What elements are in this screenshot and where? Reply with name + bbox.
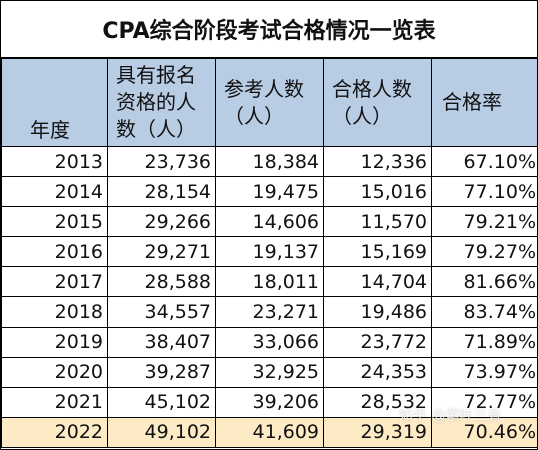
cell-takers: 19,137	[215, 236, 324, 268]
data-table: 年度 具有报名 资格的人 数（人） 参考人数 （人） 合格人数 （人） 合格率	[1, 58, 538, 448]
table-row: 2016 29,271 19,137 15,169 79.27%	[1, 236, 538, 268]
header-passed: 合格人数 （人）	[323, 58, 432, 147]
cell-eligible: 28,154	[107, 176, 216, 208]
cell-eligible: 38,407	[107, 326, 216, 358]
table-row: 2021 45,102 39,206 28,532 72.77%	[1, 386, 538, 418]
cell-eligible: 29,266	[107, 206, 216, 238]
cell-eligible: 28,588	[107, 266, 216, 298]
cell-rate: 67.10%	[431, 145, 538, 178]
cell-eligible: 34,557	[107, 296, 216, 328]
cell-passed: 19,486	[323, 296, 432, 328]
cell-takers: 18,384	[215, 145, 324, 178]
table-title: CPA综合阶段考试合格情况一览表	[1, 1, 537, 58]
header-passed-line2: （人）	[332, 103, 392, 128]
table-row: 2017 28,588 18,011 14,704 81.66%	[1, 266, 538, 298]
cell-year: 2022	[1, 416, 108, 448]
header-year: 年度	[1, 58, 108, 147]
table-row: 2014 28,154 19,475 15,016 77.10%	[1, 176, 538, 208]
header-takers-line2: （人）	[224, 103, 284, 128]
cell-passed: 11,570	[323, 206, 432, 238]
cell-takers: 23,271	[215, 296, 324, 328]
cell-year: 2021	[1, 386, 108, 418]
cell-eligible: 49,102	[107, 416, 216, 448]
cell-rate: 79.27%	[431, 236, 538, 268]
cell-passed: 15,169	[323, 236, 432, 268]
cell-rate: 83.74%	[431, 296, 538, 328]
cell-eligible: 29,271	[107, 236, 216, 268]
cell-passed: 29,319	[323, 416, 432, 448]
cell-rate: 79.21%	[431, 206, 538, 238]
header-eligible-line1: 具有报名	[116, 63, 196, 87]
watermark: 知乎 @紫叶三省	[399, 408, 502, 424]
cell-takers: 18,011	[215, 266, 324, 298]
table-row: 2019 38,407 33,066 23,772 71.89%	[1, 326, 538, 358]
cell-rate: 70.46%	[431, 416, 538, 448]
cell-takers: 19,475	[215, 176, 324, 208]
cell-takers: 39,206	[215, 386, 324, 418]
table-row: 2018 34,557 23,271 19,486 83.74%	[1, 296, 538, 328]
cell-rate: 72.77%	[431, 386, 538, 418]
cell-year: 2016	[1, 236, 108, 268]
cell-rate: 73.97%	[431, 356, 538, 388]
cell-takers: 14,606	[215, 206, 324, 238]
cell-rate: 77.10%	[431, 176, 538, 208]
header-takers: 参考人数 （人）	[215, 58, 324, 147]
cell-takers: 41,609	[215, 416, 324, 448]
cell-passed: 12,336	[323, 145, 432, 178]
cell-year: 2019	[1, 326, 108, 358]
header-passed-line1: 合格人数	[332, 76, 412, 101]
table-row: 2020 39,287 32,925 24,353 73.97%	[1, 356, 538, 388]
cell-eligible: 45,102	[107, 386, 216, 418]
table-row: 2015 29,266 14,606 11,570 79.21%	[1, 206, 538, 238]
header-eligible: 具有报名 资格的人 数（人）	[107, 58, 216, 147]
header-row: 年度 具有报名 资格的人 数（人） 参考人数 （人） 合格人数 （人） 合格率	[1, 58, 538, 147]
cell-passed: 15,016	[323, 176, 432, 208]
cell-rate: 81.66%	[431, 266, 538, 298]
cell-takers: 33,066	[215, 326, 324, 358]
cell-year: 2014	[1, 176, 108, 208]
cell-year: 2013	[1, 145, 108, 178]
cell-takers: 32,925	[215, 356, 324, 388]
cell-passed: 23,772	[323, 326, 432, 358]
cell-year: 2020	[1, 356, 108, 388]
table-row-highlighted: 2022 49,102 41,609 29,319 70.46%	[1, 416, 538, 448]
header-eligible-line2: 资格的人	[116, 90, 196, 114]
cell-year: 2015	[1, 206, 108, 238]
table-row: 2013 23,736 18,384 12,336 67.10%	[1, 145, 538, 178]
cell-passed: 28,532	[323, 386, 432, 418]
cell-eligible: 23,736	[107, 145, 216, 178]
cell-year: 2017	[1, 266, 108, 298]
header-eligible-line3: 数（人）	[116, 117, 196, 141]
cell-eligible: 39,287	[107, 356, 216, 388]
cell-year: 2018	[1, 296, 108, 328]
cell-passed: 24,353	[323, 356, 432, 388]
header-rate: 合格率	[431, 58, 538, 147]
header-takers-line1: 参考人数	[224, 76, 304, 101]
cell-rate: 71.89%	[431, 326, 538, 358]
cell-passed: 14,704	[323, 266, 432, 298]
